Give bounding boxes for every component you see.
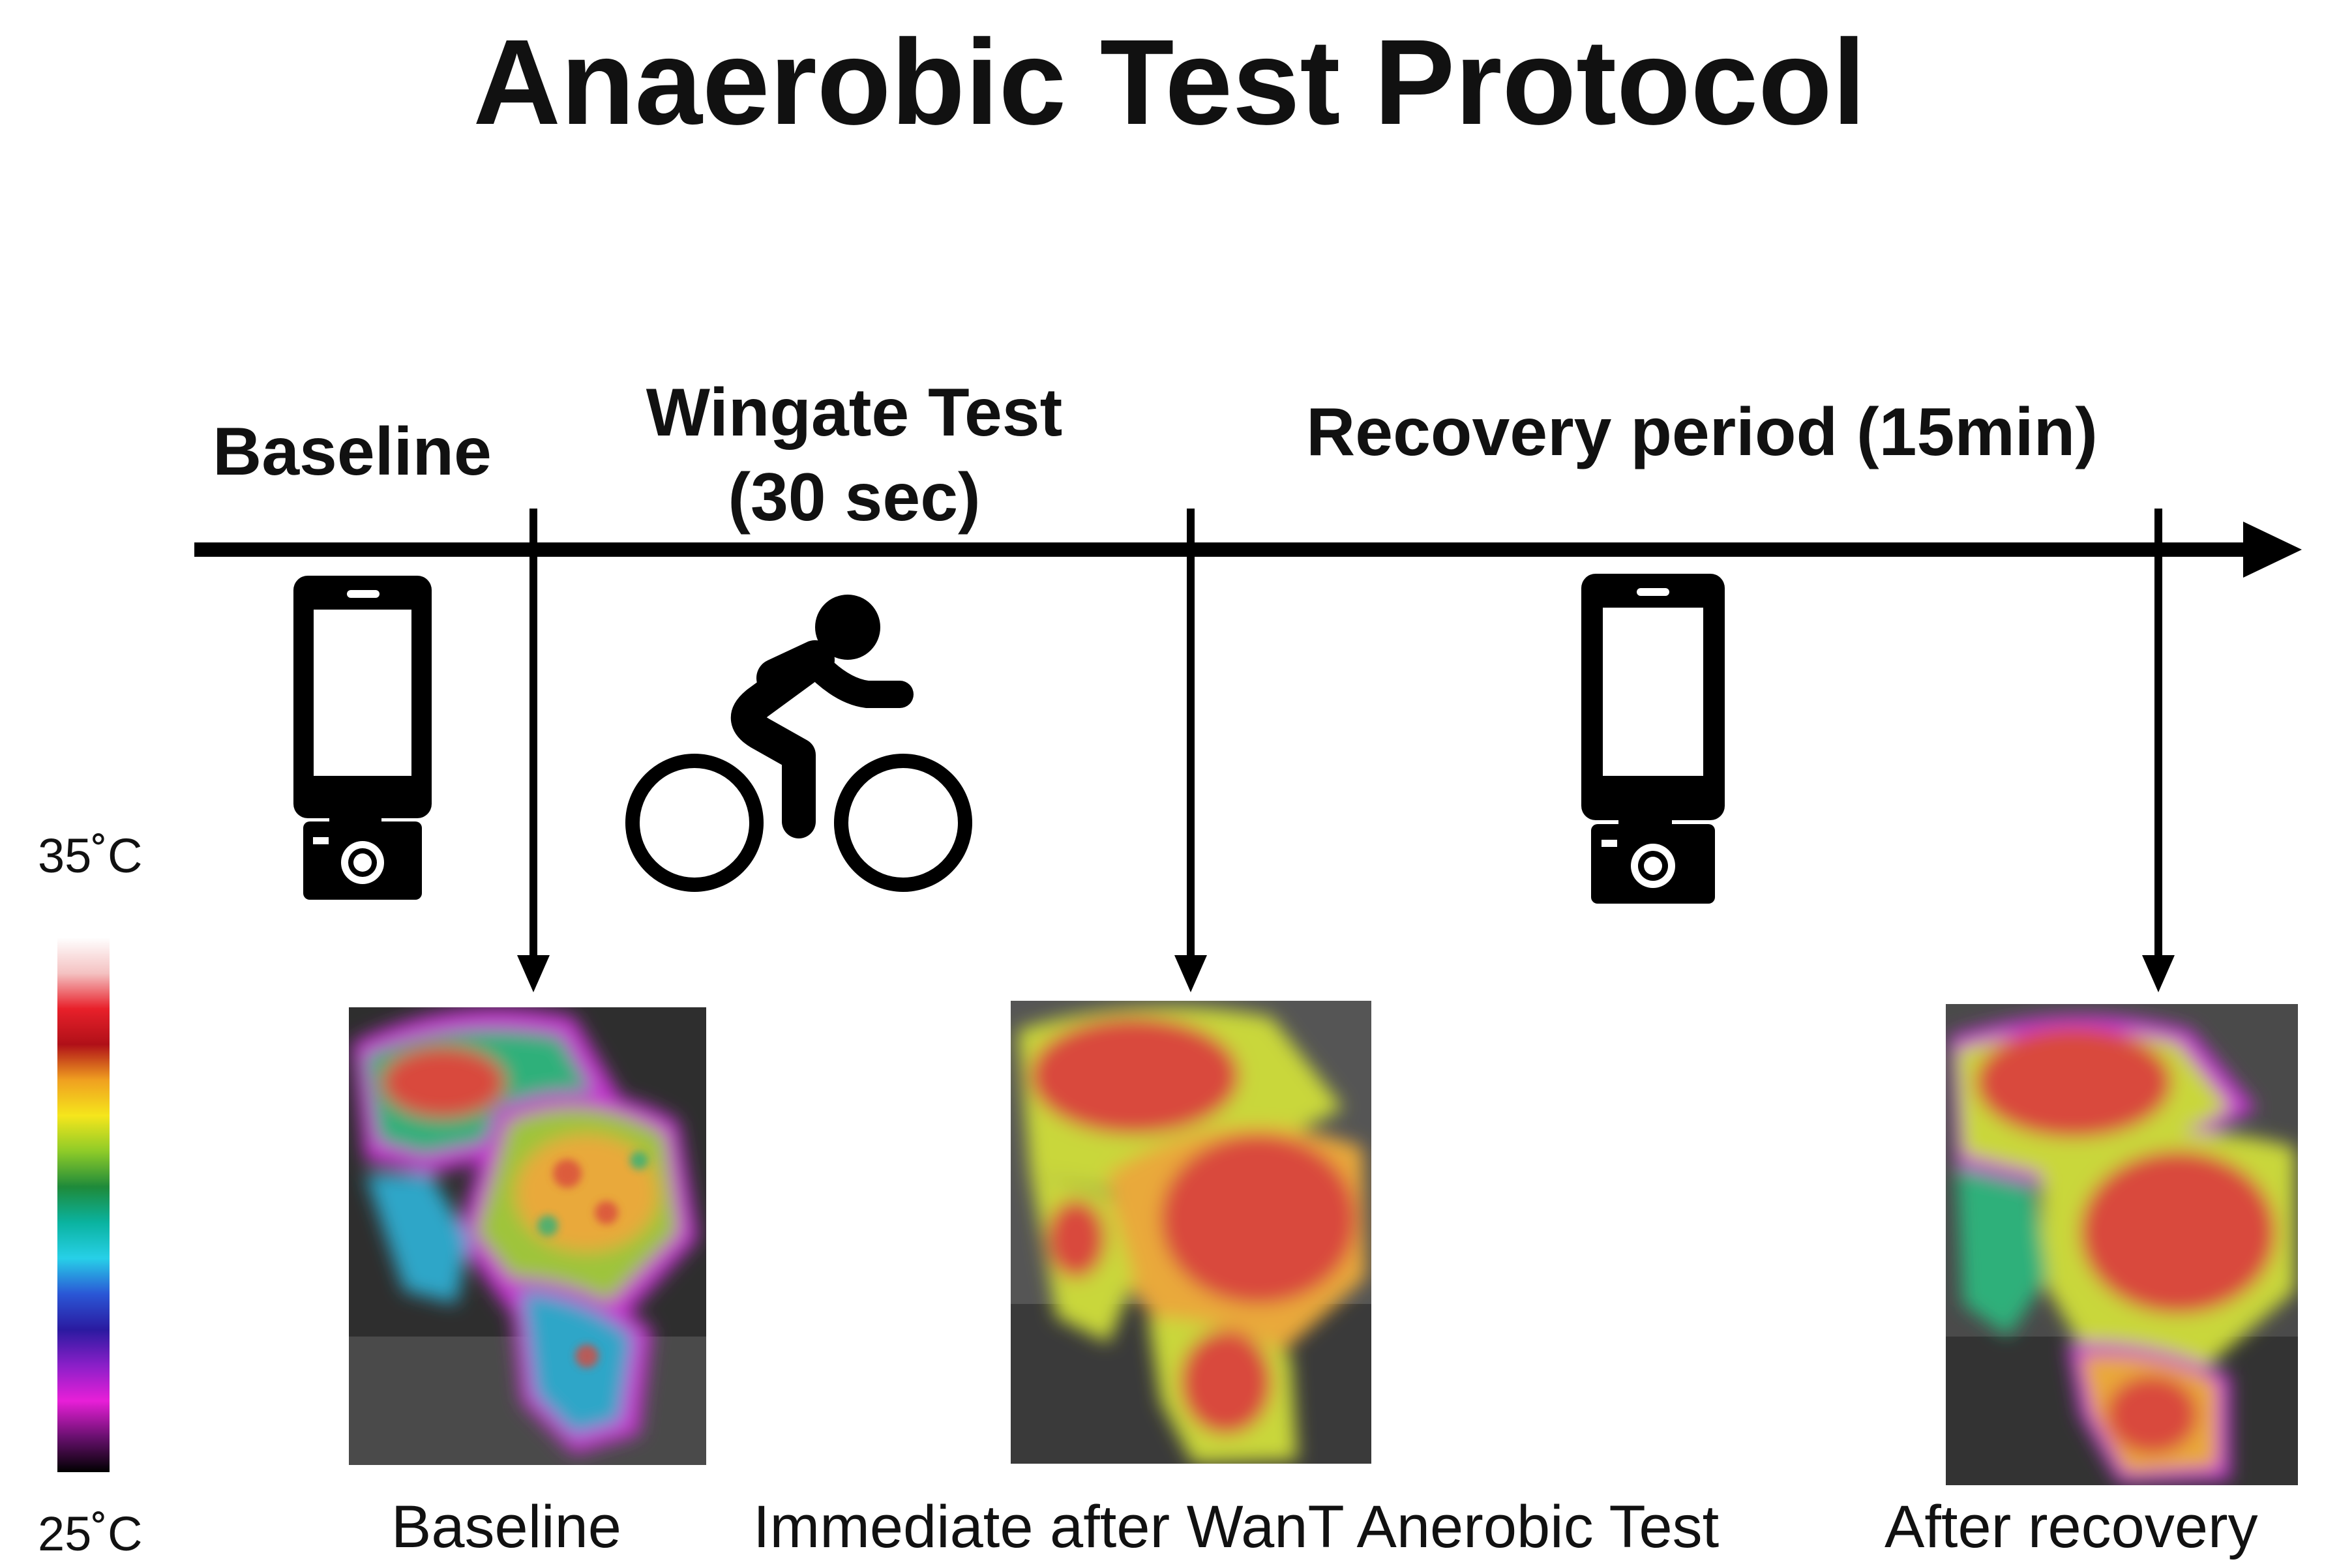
thermal-image-immediate xyxy=(1011,1001,1371,1464)
phase-label-wingate-line1: Wingate Test xyxy=(646,375,1063,451)
thermal-image-after-recovery xyxy=(1946,1004,2298,1485)
cyclist-icon xyxy=(625,595,972,892)
marker-recovery-end xyxy=(2142,509,2175,992)
phase-label-baseline: Baseline xyxy=(213,414,492,490)
scale-min-label: 25˚C xyxy=(38,1507,143,1561)
smartphone-camera-icon xyxy=(293,576,432,900)
caption-after-recovery: After recovery xyxy=(1885,1494,2258,1560)
phase-label-wingate: Wingate Test (30 sec) xyxy=(619,370,1089,540)
marker-immediate xyxy=(1174,509,1207,992)
thermal-image-baseline xyxy=(349,1007,706,1465)
caption-baseline: Baseline xyxy=(391,1494,621,1560)
scale-max-label: 35˚C xyxy=(38,829,143,883)
caption-immediate: Immediate after WanT Anerobic Test xyxy=(753,1494,1720,1560)
temperature-color-scale xyxy=(57,938,110,1472)
smartphone-camera-icon-2 xyxy=(1581,574,1725,904)
marker-baseline xyxy=(517,509,550,992)
phase-label-wingate-line2: (30 sec) xyxy=(728,460,981,535)
timeline-arrowhead xyxy=(2243,522,2302,578)
phase-label-recovery: Recovery period (15min) xyxy=(1306,394,2098,470)
diagram-title: Anaerobic Test Protocol xyxy=(473,15,1866,150)
